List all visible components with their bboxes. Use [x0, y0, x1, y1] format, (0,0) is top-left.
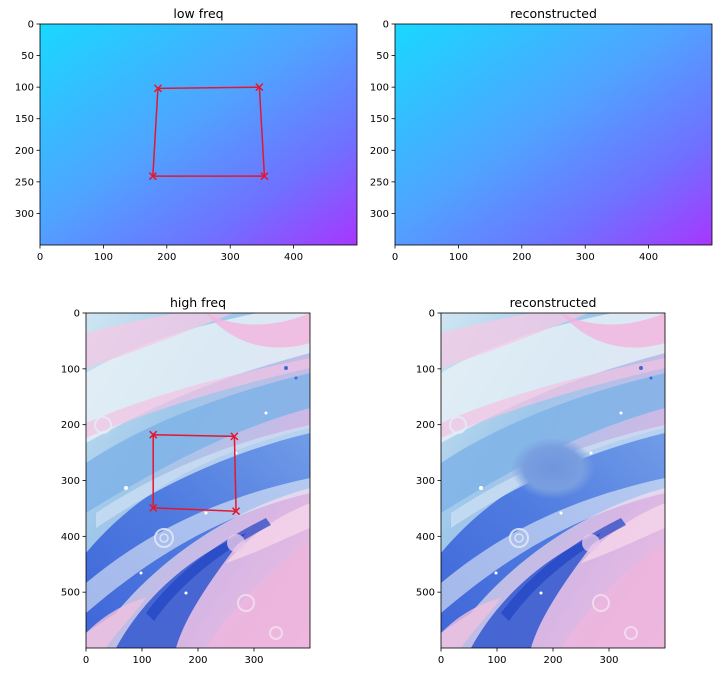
- y-tick-label: 200: [61, 420, 80, 431]
- axes-title: reconstructed: [510, 6, 597, 21]
- y-tick-label: 0: [28, 20, 34, 31]
- y-tick-label: 0: [383, 20, 389, 31]
- y-tick-label: 100: [370, 83, 389, 94]
- panel-reconstructed-low: [395, 24, 712, 245]
- high-freq-image: [86, 313, 310, 648]
- axes-1: low freq 0 100 200 300 400 0 50 100 150 200 250 300: [15, 6, 358, 263]
- y-tick-label: 100: [15, 83, 34, 94]
- polygon-vertex-marker: [260, 172, 269, 181]
- x-tick-label: 100: [94, 252, 113, 263]
- y-tick-label: 100: [416, 364, 435, 375]
- panel-reconstructed-high: [441, 313, 665, 648]
- y-tick-label: 400: [61, 532, 80, 543]
- axes-title: reconstructed: [510, 295, 597, 310]
- axes-3: high freq 0 100 200 300 0 100 200 300 400 500: [61, 295, 311, 666]
- y-tick-label: 500: [61, 588, 80, 599]
- polygon-vertex-marker: [148, 172, 157, 181]
- y-tick-label: 300: [61, 476, 80, 487]
- x-tick-label: 0: [438, 655, 444, 666]
- polygon-vertex-marker: [230, 432, 239, 441]
- y-tick-label: 100: [61, 364, 80, 375]
- x-tick-label: 400: [284, 252, 303, 263]
- x-tick-label: 0: [83, 655, 89, 666]
- x-tick-label: 200: [543, 655, 562, 666]
- x-tick-label: 200: [157, 252, 176, 263]
- y-tick-label: 50: [376, 51, 389, 62]
- x-tick-label: 300: [221, 252, 240, 263]
- x-tick-label: 300: [576, 252, 595, 263]
- y-tick-label: 300: [416, 476, 435, 487]
- x-tick-label: 0: [37, 252, 43, 263]
- axes-title: high freq: [170, 295, 226, 310]
- x-tick-label: 100: [449, 252, 468, 263]
- smoothed-patch: [511, 437, 595, 499]
- polygon-vertex-marker: [232, 507, 241, 516]
- polygon-vertex-marker: [149, 430, 158, 439]
- x-tick-label: 0: [392, 252, 398, 263]
- y-tick-label: 250: [15, 177, 34, 188]
- axes-frame: [39, 23, 358, 246]
- y-tick-label: 300: [15, 209, 34, 220]
- y-tick-label: 50: [21, 51, 34, 62]
- y-tick-label: 200: [15, 146, 34, 157]
- y-tick-label: 400: [416, 532, 435, 543]
- x-tick-label: 200: [188, 655, 207, 666]
- axes-frame: [394, 23, 713, 246]
- x-tick-label: 400: [639, 252, 658, 263]
- x-tick-label: 100: [487, 655, 506, 666]
- y-tick-label: 0: [74, 309, 80, 320]
- y-tick-label: 200: [370, 146, 389, 157]
- polygon-vertex-marker: [255, 83, 264, 92]
- panel-high-freq: [86, 313, 310, 648]
- low-freq-image: [40, 24, 357, 245]
- y-tick-label: 500: [416, 588, 435, 599]
- y-tick-label: 0: [429, 309, 435, 320]
- x-tick-label: 300: [244, 655, 263, 666]
- reconstructed-low-image: [395, 24, 712, 245]
- x-tick-label: 200: [512, 252, 531, 263]
- y-tick-label: 200: [416, 420, 435, 431]
- polygon-vertex-marker: [153, 84, 162, 93]
- y-tick-label: 250: [370, 177, 389, 188]
- y-tick-label: 150: [15, 114, 34, 125]
- axes-2: reconstructed 0 100 200 300 400 0 50 100 150 200 25…: [370, 6, 713, 263]
- y-tick-label: 300: [370, 209, 389, 220]
- x-tick-label: 300: [599, 655, 618, 666]
- axes-title: low freq: [173, 6, 223, 21]
- panel-low-freq: [40, 24, 357, 245]
- y-tick-label: 150: [370, 114, 389, 125]
- x-tick-label: 100: [132, 655, 151, 666]
- axes-4: reconstructed 0 100 200 300 0 100 200 300 400 500: [416, 295, 666, 666]
- polygon-vertex-marker: [149, 503, 158, 512]
